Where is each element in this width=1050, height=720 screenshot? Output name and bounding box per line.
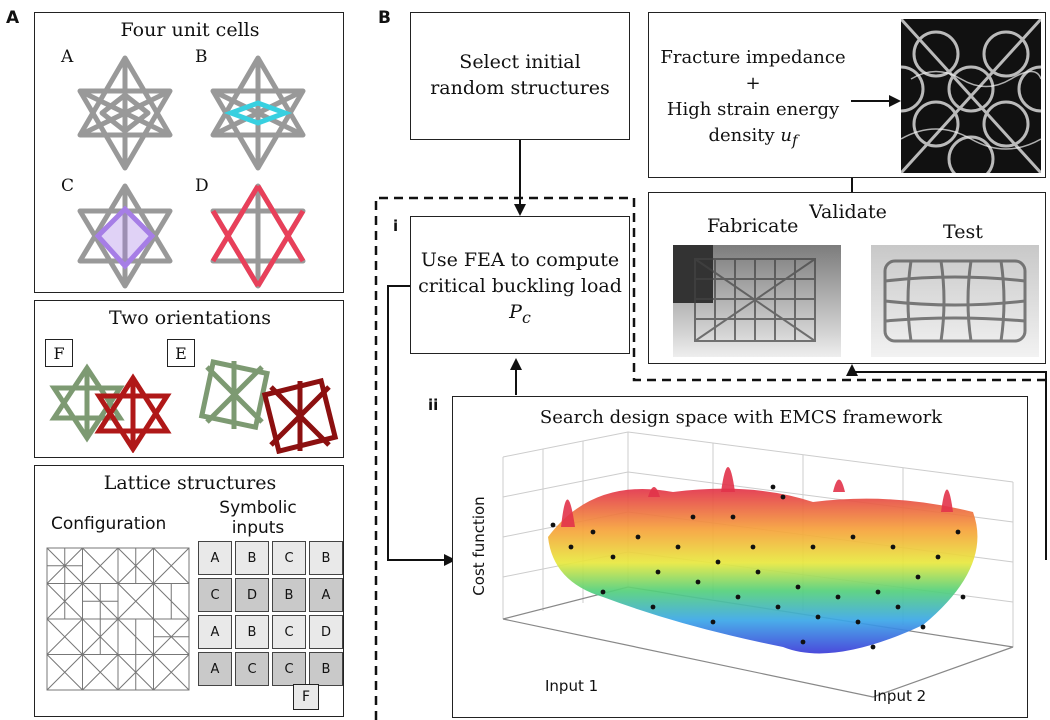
fracture-arrow [851,95,901,107]
fracture-text: Fracture impedance + High strain energy … [653,45,853,154]
grid-cell: A [198,615,232,649]
unit-cells-panel: Four unit cells A B C D [34,12,344,293]
test-label: Test [943,221,983,243]
fracture-line2: + [745,73,761,94]
unit-cells-title: Four unit cells [120,19,260,41]
panel-b-letter: B [378,8,391,28]
grid-cell: B [235,615,269,649]
test-photo [871,245,1039,357]
energy-symbol: u [780,125,792,146]
unit-cell-b-figure [210,55,306,171]
grid-cell: A [198,652,232,686]
symbolic-inputs-grid: A B C B C D B A A B C D A C C B [198,541,343,686]
fea-line2: critical buckling load [418,275,622,297]
select-line1: Select initial [459,51,581,73]
search-box: Search design space with EMCS framework [452,396,1028,718]
validate-title: Validate [809,201,887,223]
validate-box: Validate Fabricate Test [648,192,1046,364]
symbolic-inputs-label: Symbolic inputs [203,498,313,538]
orientation-f-tag: F [45,339,73,367]
lattice-closeup-photo [901,19,1041,173]
cell-label-c: C [61,176,75,196]
fracture-line1: Fracture impedance [660,47,846,68]
input-2-label: Input 2 [873,687,927,705]
grid-cell: A [309,578,343,612]
lattice-title: Lattice structures [103,472,277,494]
grid-cell: C [235,652,269,686]
cell-label-a: A [61,47,74,67]
lattice-orientation-tag: F [293,684,319,710]
fracture-line4: density uf [653,123,853,154]
grid-cell: B [235,541,269,575]
fracture-line3: High strain energy [666,99,840,120]
orientations-panel: Two orientations F E [34,300,344,458]
search-tag: ii [428,396,439,414]
grid-cell: C [198,578,232,612]
fracture-density-word: density [708,125,775,146]
orientation-f-figure [49,363,172,453]
grid-cell: D [309,615,343,649]
cell-label-d: D [195,176,209,196]
lattice-configuration-figure [46,547,190,691]
symbolic-label-line1: Symbolic [219,498,297,518]
orientations-title: Two orientations [109,307,271,329]
unit-cell-c-figure [77,183,173,289]
grid-cell: B [309,541,343,575]
cost-function-label: Cost function [470,496,488,596]
grid-cell: C [272,541,306,575]
panel-a-letter: A [6,8,20,28]
select-initial-box: Select initial random structures [410,12,630,140]
cell-label-b: B [195,47,208,67]
cost-surface-plot [502,431,1014,698]
buckling-subscript: c [521,307,531,327]
fea-line1: Use FEA to compute [420,249,620,271]
buckling-symbol: P [509,301,522,323]
search-title: Search design space with EMCS framework [539,407,943,428]
grid-cell: B [309,652,343,686]
energy-subscript: f [791,131,798,150]
fabricate-label: Fabricate [707,215,799,237]
symbolic-label-line2: inputs [231,518,285,538]
orientation-e-tag: E [167,339,195,367]
unit-cell-a-figure [77,55,173,171]
lattice-panel: Lattice structures Configuration Symboli… [34,465,344,717]
grid-cell: C [272,652,306,686]
grid-cell: B [272,578,306,612]
fabricate-photo [673,245,841,357]
fracture-box: Fracture impedance + High strain energy … [648,12,1046,178]
orientation-e-figure [198,359,339,454]
fea-box: i Use FEA to compute critical buckling l… [393,216,630,354]
grid-cell: D [235,578,269,612]
grid-cell: A [198,541,232,575]
configuration-label: Configuration [51,514,167,534]
grid-cell: C [272,615,306,649]
fea-line3: Pc [411,299,629,331]
select-line2: random structures [430,77,610,99]
unit-cell-d-figure [210,183,306,289]
input-1-label: Input 1 [545,677,599,695]
fea-tag: i [393,217,399,235]
